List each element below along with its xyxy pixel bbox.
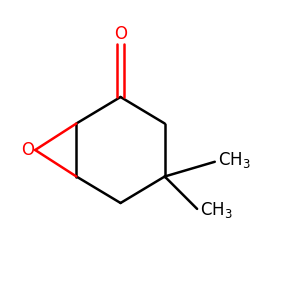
Text: O: O <box>21 141 34 159</box>
Text: CH$_3$: CH$_3$ <box>218 150 250 170</box>
Text: CH$_3$: CH$_3$ <box>200 200 233 220</box>
Text: O: O <box>114 25 127 43</box>
